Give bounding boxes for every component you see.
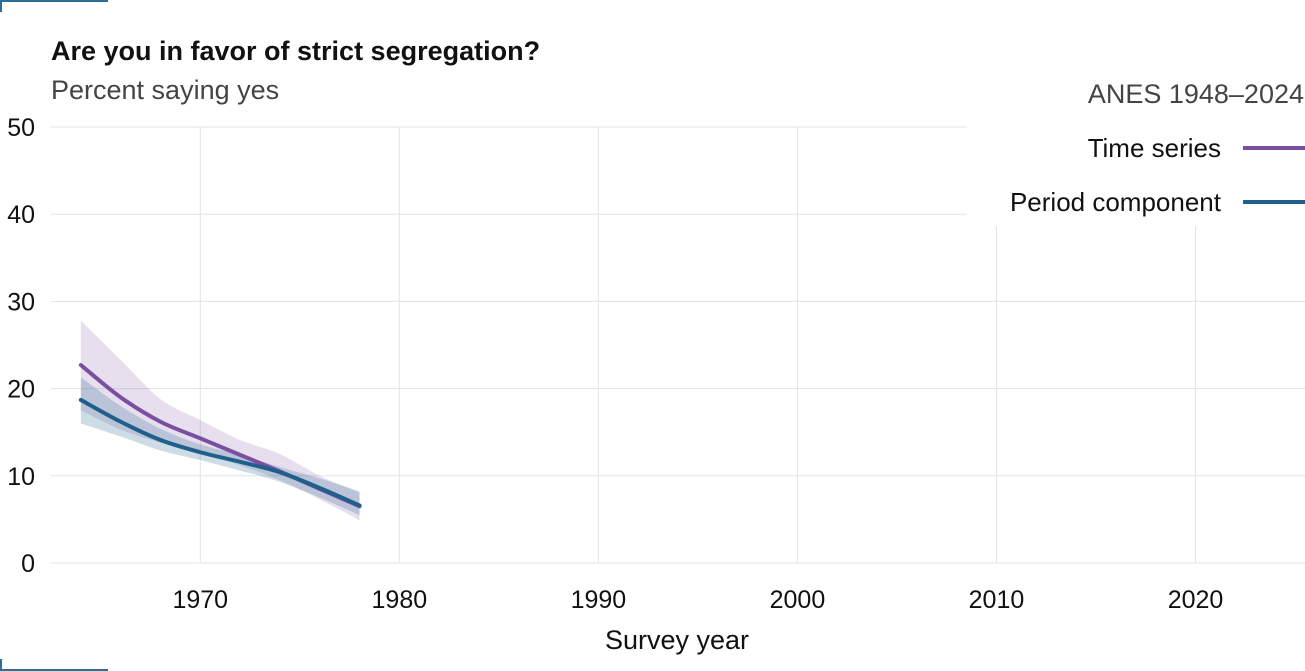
x-axis-label: Survey year <box>605 625 749 655</box>
legend: Time series Period component <box>1010 133 1305 217</box>
confidence-band-1 <box>80 377 360 516</box>
y-tick-label: 30 <box>7 288 35 316</box>
y-tick-label: 0 <box>21 550 35 578</box>
x-tick-label: 2010 <box>969 586 1025 614</box>
grid-lines <box>51 126 1305 564</box>
series-lines <box>78 363 362 509</box>
y-tick-label: 10 <box>7 463 35 491</box>
series-line-1 <box>78 397 362 508</box>
chart-source: ANES 1948–2024 <box>1087 79 1304 109</box>
x-tick-label: 1970 <box>172 586 228 614</box>
x-tick-label: 1990 <box>571 586 627 614</box>
y-tick-label: 50 <box>7 114 35 142</box>
confidence-bands <box>80 320 360 521</box>
confidence-band-0 <box>80 320 360 521</box>
x-tick-label: 2020 <box>1168 586 1224 614</box>
corner-bracket-top <box>0 0 108 12</box>
chart-subtitle: Percent saying yes <box>51 75 280 105</box>
legend-label: Period component <box>1010 187 1222 217</box>
y-tick-label: 40 <box>7 201 35 229</box>
tick-labels: 0 10 20 30 40 50 1970 1980 1990 2000 2010 2020 <box>7 114 1223 614</box>
chart-title: Are you in favor of strict segregation? <box>51 36 541 66</box>
corner-bracket-bottom <box>0 659 108 671</box>
x-tick-label: 2000 <box>770 586 826 614</box>
x-tick-label: 1980 <box>372 586 428 614</box>
y-tick-label: 20 <box>7 376 35 404</box>
legend-label: Time series <box>1088 133 1221 163</box>
